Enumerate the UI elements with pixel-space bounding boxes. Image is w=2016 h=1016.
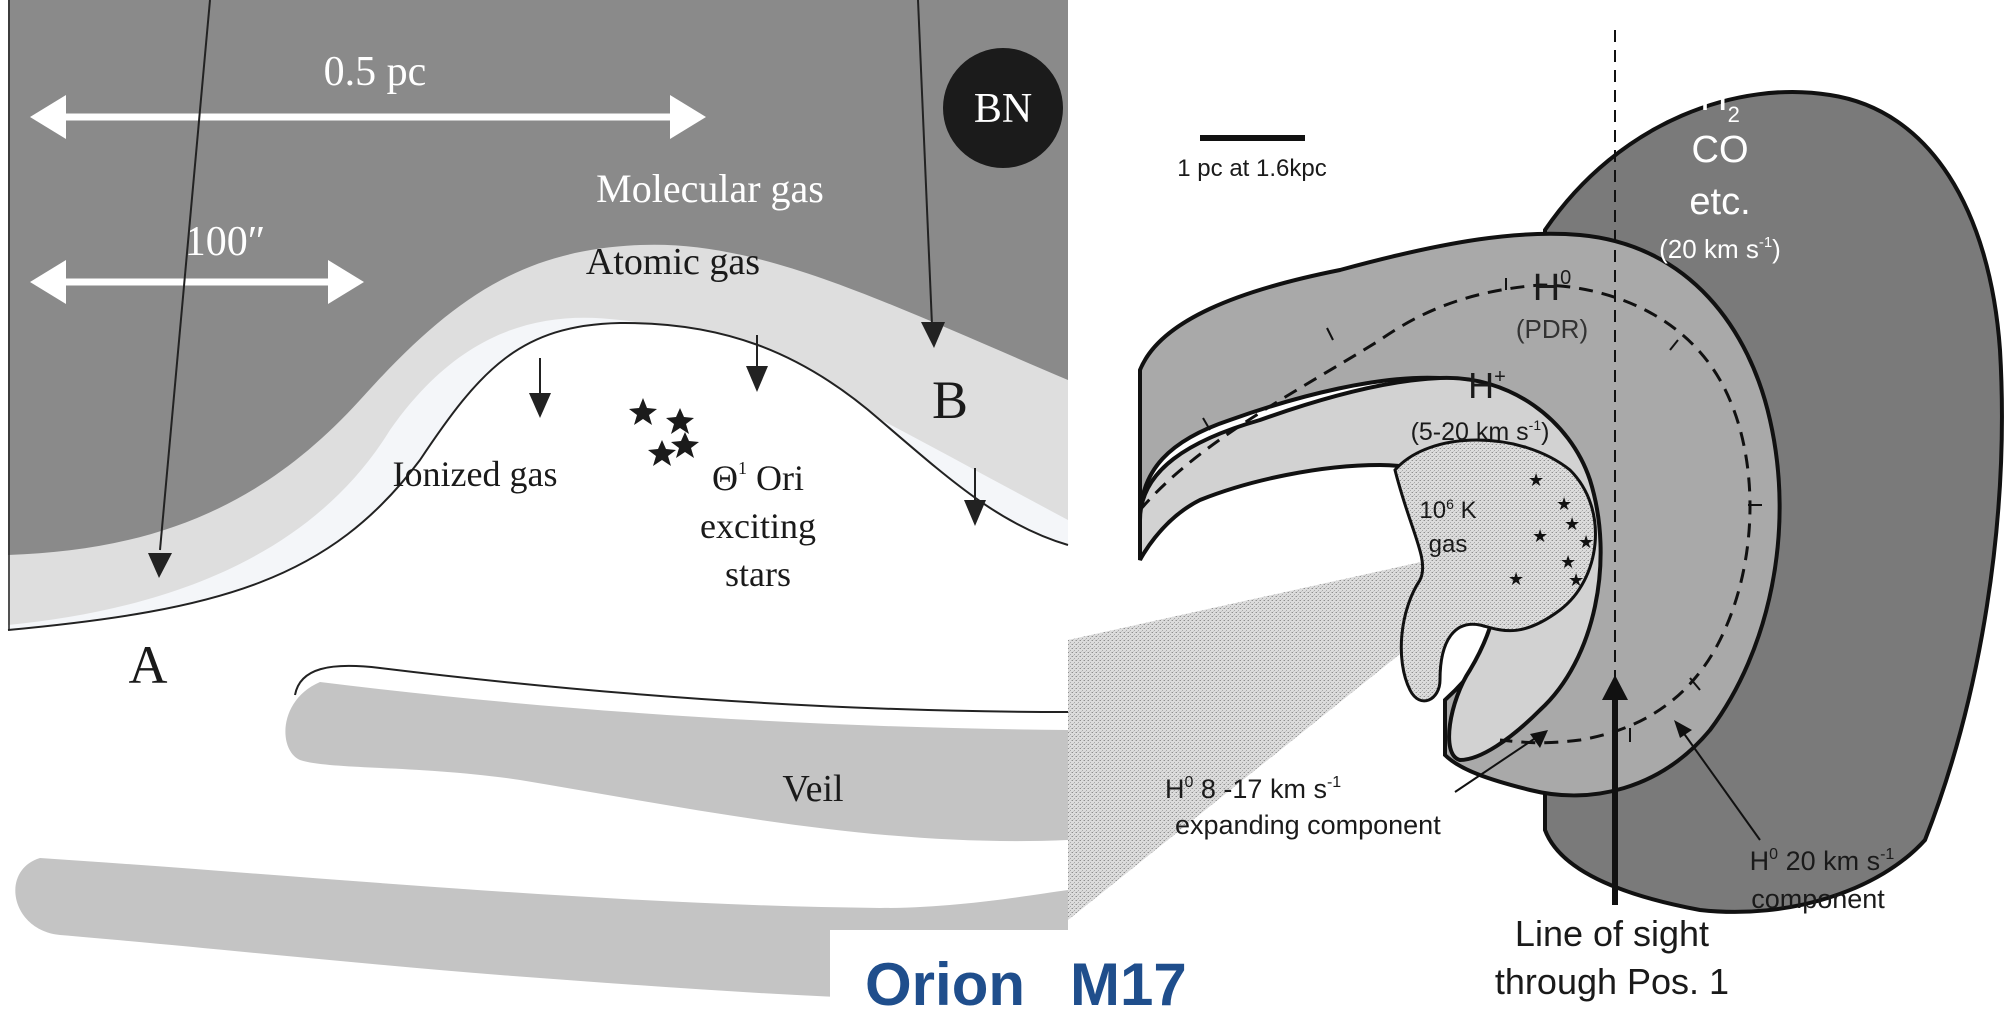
point-b-label: B [932, 370, 968, 430]
veil-thin-outline [294, 664, 1069, 713]
m17-hot-gas-region [1393, 438, 1597, 703]
theta1-ori-stars [629, 398, 699, 466]
line-of-sight-a [159, 0, 211, 551]
orion-title: Orion [865, 951, 1025, 1016]
expanding-component-pointer [1454, 734, 1541, 793]
hplus-label: H+ [1468, 365, 1506, 406]
m17-h0-region [1138, 231, 1782, 798]
veil-label: Veil [782, 768, 843, 810]
co-label: CO [1692, 129, 1749, 171]
bn-source [943, 48, 1063, 168]
svg-text:★: ★ [1568, 570, 1584, 590]
m17-scale-label: 1 pc at 1.6kpc [1177, 155, 1326, 182]
molecular-velocity-label: (20 km s-1) [1659, 234, 1781, 264]
svg-text:★: ★ [1560, 552, 1576, 572]
svg-text:★: ★ [1578, 532, 1594, 552]
exciting-label: exciting [700, 506, 816, 546]
m17-ionizing-stars: ★ ★ ★ ★ ★ ★ ★ ★ [1508, 470, 1594, 590]
veil-upper-band [285, 682, 1068, 842]
h0-component-label-1: H0 20 km s-1 [1750, 846, 1895, 876]
ionized-velocity-label: (5-20 km s-1) [1411, 417, 1550, 446]
pdr-velocity-ticks [1202, 278, 1762, 742]
line-of-sight-b-arrowhead [921, 322, 945, 348]
orion-panel: 0.5 pc 100″ BN Molecular gas Atomic gas … [7, 0, 1069, 1016]
pdr-dashed-contour [1138, 283, 1752, 745]
svg-text:★: ★ [1528, 470, 1544, 490]
title-box [830, 930, 1270, 1016]
expanding-component-pointer-head [1530, 730, 1548, 748]
etc-label: etc. [1689, 181, 1750, 223]
hot-gas-word-label: gas [1429, 531, 1468, 558]
atomic-gas-label: Atomic gas [586, 241, 760, 283]
h0-component-label-2: component [1751, 884, 1885, 914]
h0-component-pointer-head [1674, 720, 1692, 738]
ionized-gas-cavity [8, 322, 1068, 1016]
line-of-sight-b [917, 0, 933, 326]
svg-text:★: ★ [1556, 494, 1572, 514]
stippled-cone [1068, 560, 1455, 920]
line-of-sight-label-2: through Pos. 1 [1495, 961, 1729, 1002]
veil-lower-band [15, 858, 1068, 1001]
svg-text:★: ★ [1532, 526, 1548, 546]
scale-arrow-short [30, 260, 364, 304]
scale-label-long: 0.5 pc [324, 49, 427, 95]
m17-panel: ★ ★ ★ ★ ★ ★ ★ ★ 1 pc at 1.6kpc H2 CO etc… [1068, 30, 2004, 1002]
h0-component-pointer [1679, 727, 1761, 841]
expanding-component-label-1: H0 8 -17 km s-1 [1165, 774, 1341, 804]
expanding-component-label-2: expanding component [1175, 810, 1441, 840]
theta1-ori-label: Θ1 Ori [712, 458, 804, 498]
h0-label: H0 [1533, 267, 1572, 309]
hot-gas-temperature-label: 106 K [1419, 496, 1476, 524]
pdr-label: (PDR) [1516, 314, 1588, 344]
ionized-gas-label: Ionized gas [393, 454, 558, 494]
line-of-sight-a-arrowhead [148, 553, 172, 578]
line-of-sight-pos1-arrowhead [1602, 675, 1628, 700]
ionization-front-line [7, 321, 1069, 631]
svg-text:★: ★ [1564, 514, 1580, 534]
line-of-sight-label-1: Line of sight [1515, 913, 1709, 954]
scale-arrow-long [30, 95, 706, 139]
scale-label-short: 100″ [185, 219, 266, 265]
point-a-label: A [129, 635, 168, 695]
flow-arrows [529, 335, 986, 526]
svg-text:★: ★ [1508, 569, 1524, 589]
molecular-gas-label: Molecular gas [596, 166, 824, 211]
bn-label: BN [974, 86, 1032, 132]
h2-label: H2 [1700, 77, 1740, 127]
m17-title: M17 [1070, 951, 1187, 1016]
stars-label: stars [725, 554, 791, 594]
